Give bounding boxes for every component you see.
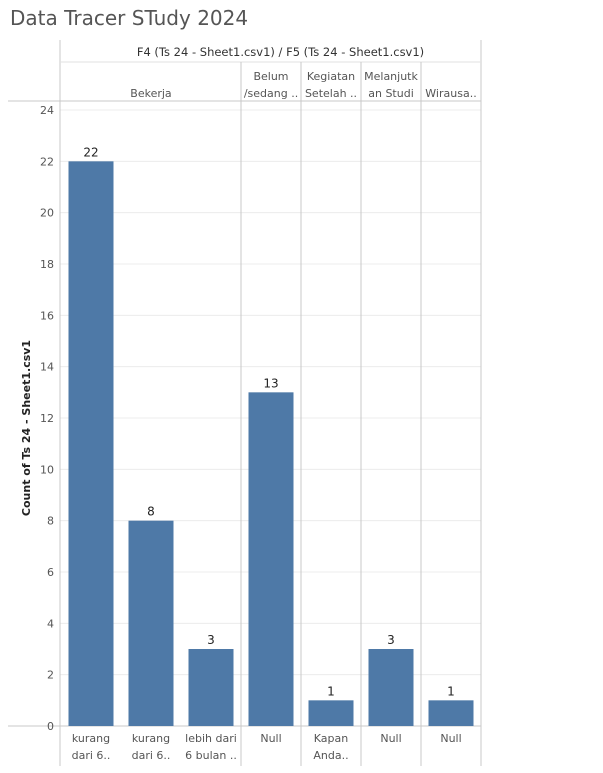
y-tick-label: 6 (47, 566, 54, 579)
y-tick-label: 2 (47, 669, 54, 682)
group-header-label: Melanjutk (364, 70, 418, 83)
data-label: 22 (83, 145, 98, 159)
x-tick-label: dari 6.. (132, 749, 171, 762)
header-title: F4 (Ts 24 - Sheet1.csv1) / F5 (Ts 24 - S… (137, 45, 424, 59)
bar[interactable] (128, 520, 174, 726)
y-tick-label: 8 (47, 515, 54, 528)
group-header-label: /sedang .. (244, 87, 298, 100)
data-label: 1 (327, 684, 335, 698)
y-tick-label: 4 (47, 617, 54, 630)
bar[interactable] (188, 649, 234, 726)
x-tick-label: Null (380, 732, 401, 745)
y-tick-label: 0 (47, 720, 54, 733)
page-title: Data Tracer STudy 2024 (10, 6, 249, 30)
bar[interactable] (428, 700, 474, 726)
group-header-label: Bekerja (130, 87, 171, 100)
x-tick-label: Anda.. (313, 749, 348, 762)
data-label: 3 (207, 633, 215, 647)
x-tick-label: Null (260, 732, 281, 745)
x-tick-label: lebih dari (185, 732, 237, 745)
x-tick-label: dari 6.. (72, 749, 111, 762)
bar[interactable] (68, 161, 114, 727)
x-tick-label: kurang (72, 732, 110, 745)
group-header-label: Belum (253, 70, 288, 83)
y-tick-label: 14 (40, 361, 54, 374)
y-tick-label: 16 (40, 309, 54, 322)
y-axis-label: Count of Ts 24 - Sheet1.csv1 (20, 340, 33, 516)
group-header-label: Setelah .. (305, 87, 357, 100)
bar[interactable] (308, 700, 354, 726)
y-tick-label: 22 (40, 155, 54, 168)
x-tick-label: 6 bulan .. (185, 749, 237, 762)
group-header-label: an Studi (368, 87, 414, 100)
y-tick-label: 12 (40, 412, 54, 425)
y-tick-label: 20 (40, 207, 54, 220)
data-label: 1 (447, 684, 455, 698)
y-tick-label: 24 (40, 104, 54, 117)
group-header-label: Kegiatan (307, 70, 355, 83)
bar[interactable] (248, 392, 294, 726)
y-tick-label: 10 (40, 463, 54, 476)
data-label: 13 (263, 376, 278, 390)
data-label: 8 (147, 505, 155, 519)
group-header-label: Wirausa.. (425, 87, 476, 100)
x-tick-label: kurang (132, 732, 170, 745)
x-tick-label: Kapan (314, 732, 348, 745)
y-tick-label: 18 (40, 258, 54, 271)
data-label: 3 (387, 633, 395, 647)
bar[interactable] (368, 649, 414, 726)
x-tick-label: Null (440, 732, 461, 745)
